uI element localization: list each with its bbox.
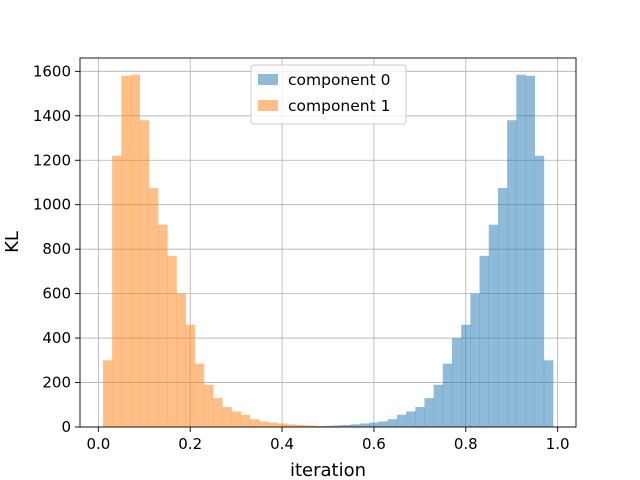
bar-series-0 xyxy=(461,324,471,427)
bar-series-1 xyxy=(167,255,177,427)
y-tick-label: 400 xyxy=(42,329,71,347)
bar-series-0 xyxy=(516,74,526,427)
bar-series-1 xyxy=(194,363,205,427)
bar-series-1 xyxy=(295,424,306,427)
bar-series-1 xyxy=(277,423,287,427)
bar-series-1 xyxy=(249,419,260,427)
y-axis-label: KL xyxy=(2,231,23,253)
legend-swatch-component-0 xyxy=(258,74,278,85)
bar-series-0 xyxy=(507,120,517,427)
y-tick-label: 0 xyxy=(61,418,71,436)
legend: component 0 component 1 xyxy=(250,64,407,125)
x-tick-label: 0.6 xyxy=(362,435,386,453)
bar-series-0 xyxy=(442,363,453,427)
bar-series-0 xyxy=(387,419,398,427)
bar-series-0 xyxy=(396,414,407,427)
x-axis-label: iteration xyxy=(290,460,366,480)
bar-series-1 xyxy=(305,425,315,427)
bar-series-1 xyxy=(176,293,186,427)
y-tick-label: 1600 xyxy=(33,62,71,80)
legend-swatch-component-1 xyxy=(258,100,278,111)
bar-series-1 xyxy=(204,384,214,427)
y-tick-label: 600 xyxy=(42,285,71,303)
y-tick-label: 800 xyxy=(42,240,71,258)
bar-series-0 xyxy=(350,424,361,427)
bar-series-0 xyxy=(378,421,389,427)
x-tick-label: 0.0 xyxy=(86,435,110,453)
legend-label-component-1: component 1 xyxy=(288,97,390,115)
bar-series-0 xyxy=(543,360,554,427)
bar-series-1 xyxy=(231,411,242,427)
x-tick-label: 1.0 xyxy=(546,435,570,453)
bar-series-1 xyxy=(102,360,113,427)
bar-series-0 xyxy=(525,75,535,427)
legend-box xyxy=(250,64,407,125)
bar-series-0 xyxy=(433,384,444,427)
bar-series-0 xyxy=(534,155,545,427)
bar-series-0 xyxy=(424,398,434,427)
bar-series-1 xyxy=(268,422,278,427)
bar-series-1 xyxy=(158,224,168,427)
bar-series-1 xyxy=(286,424,297,427)
histogram-bars xyxy=(102,74,554,427)
x-tick-label: 0.8 xyxy=(454,435,478,453)
bar-series-0 xyxy=(479,255,490,427)
bar-series-1 xyxy=(130,74,141,427)
bar-series-0 xyxy=(488,224,499,427)
bar-series-1 xyxy=(314,425,324,427)
bar-series-0 xyxy=(406,411,416,427)
plot-area-frame xyxy=(79,57,577,428)
bar-series-0 xyxy=(497,188,508,427)
legend-label-component-0: component 0 xyxy=(288,71,390,89)
bar-series-0 xyxy=(341,424,352,427)
bar-series-1 xyxy=(121,75,131,427)
y-tick-label: 200 xyxy=(42,374,71,392)
bar-series-1 xyxy=(148,188,159,427)
bar-series-1 xyxy=(185,324,196,427)
bar-series-1 xyxy=(139,120,150,427)
axis-ticks: 0.0 0.2 0.4 0.6 0.8 1.0 0 200 400 600 800 1000 1200 1… xyxy=(33,62,570,453)
bar-series-0 xyxy=(360,423,370,427)
y-tick-label: 1200 xyxy=(33,151,71,169)
bar-series-0 xyxy=(369,422,379,427)
bar-series-1 xyxy=(259,421,269,427)
bar-series-0 xyxy=(332,425,343,427)
x-tick-label: 0.4 xyxy=(270,435,294,453)
y-tick-label: 1000 xyxy=(33,196,71,214)
bar-series-1 xyxy=(112,155,122,427)
bar-series-0 xyxy=(415,406,425,427)
x-tick-label: 0.2 xyxy=(178,435,202,453)
bar-series-1 xyxy=(240,414,251,427)
bar-series-1 xyxy=(213,398,223,427)
bar-series-1 xyxy=(222,406,232,427)
y-tick-label: 1400 xyxy=(33,107,71,125)
bar-series-0 xyxy=(470,293,480,427)
bar-series-0 xyxy=(452,338,462,427)
